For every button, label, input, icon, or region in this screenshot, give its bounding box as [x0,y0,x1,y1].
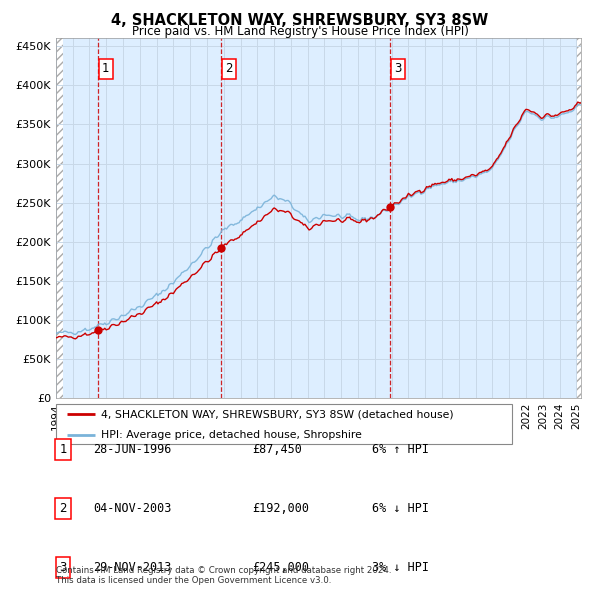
Text: 3: 3 [59,561,67,574]
Text: 1: 1 [59,443,67,456]
Text: 3% ↓ HPI: 3% ↓ HPI [372,561,429,574]
Text: Contains HM Land Registry data © Crown copyright and database right 2024.
This d: Contains HM Land Registry data © Crown c… [56,566,391,585]
FancyBboxPatch shape [56,404,512,444]
Text: HPI: Average price, detached house, Shropshire: HPI: Average price, detached house, Shro… [101,430,362,440]
Text: 29-NOV-2013: 29-NOV-2013 [93,561,172,574]
Text: Price paid vs. HM Land Registry's House Price Index (HPI): Price paid vs. HM Land Registry's House … [131,25,469,38]
Text: 2: 2 [225,63,233,76]
Text: 4, SHACKLETON WAY, SHREWSBURY, SY3 8SW: 4, SHACKLETON WAY, SHREWSBURY, SY3 8SW [112,13,488,28]
Text: 04-NOV-2003: 04-NOV-2003 [93,502,172,515]
Text: 6% ↑ HPI: 6% ↑ HPI [372,443,429,456]
Bar [577,38,585,398]
Text: 3: 3 [394,63,402,76]
Text: £245,000: £245,000 [252,561,309,574]
Text: 2: 2 [59,502,67,515]
Text: £87,450: £87,450 [252,443,302,456]
Text: 6% ↓ HPI: 6% ↓ HPI [372,502,429,515]
Bar [56,38,64,398]
Text: £192,000: £192,000 [252,502,309,515]
Text: 4, SHACKLETON WAY, SHREWSBURY, SY3 8SW (detached house): 4, SHACKLETON WAY, SHREWSBURY, SY3 8SW (… [101,409,454,419]
Text: 28-JUN-1996: 28-JUN-1996 [93,443,172,456]
Text: 1: 1 [102,63,109,76]
